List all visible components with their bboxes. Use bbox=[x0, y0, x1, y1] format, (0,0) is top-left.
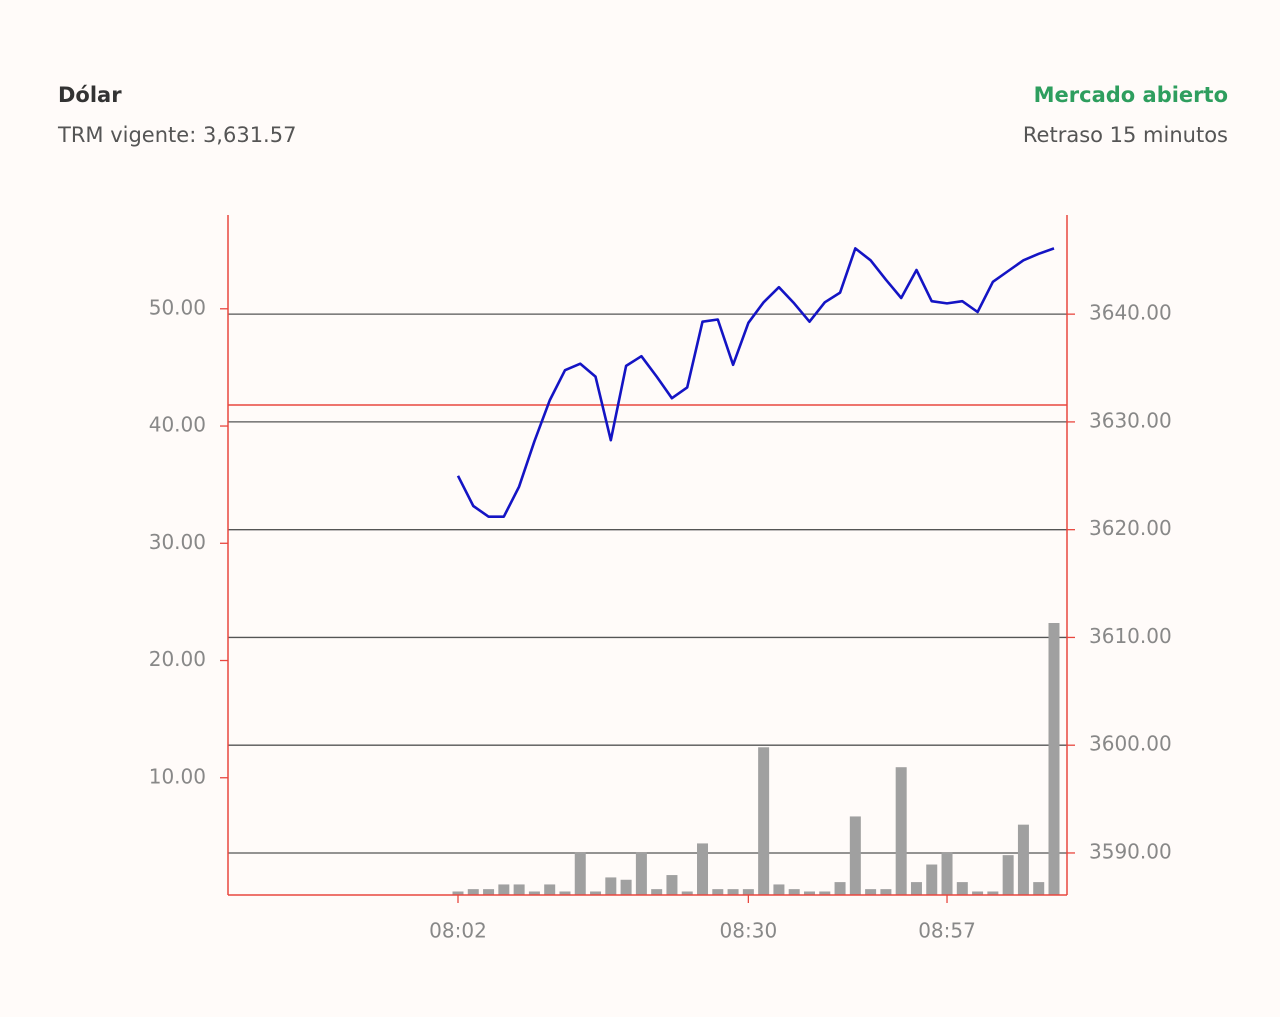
y2-tick-label: 3610.00 bbox=[1089, 624, 1172, 648]
y-tick-label: 50.00 bbox=[149, 295, 206, 319]
volume-bar bbox=[834, 882, 846, 895]
y2-tick-label: 3600.00 bbox=[1089, 732, 1172, 756]
volume-bar bbox=[697, 843, 709, 895]
volume-bar bbox=[895, 767, 907, 895]
title: Dólar bbox=[58, 83, 122, 107]
y-tick-label: 30.00 bbox=[149, 530, 206, 554]
volume-bar bbox=[1002, 855, 1014, 895]
volume-bar bbox=[620, 879, 632, 895]
volume-bar bbox=[483, 889, 495, 895]
volume-bar bbox=[972, 891, 984, 895]
x-tick-label: 08:02 bbox=[429, 919, 487, 943]
volume-bar bbox=[1017, 824, 1029, 895]
x-tick-label: 08:57 bbox=[918, 919, 976, 943]
volume-bar bbox=[513, 884, 525, 895]
volume-bar bbox=[987, 891, 999, 895]
volume-bar bbox=[651, 889, 663, 895]
y2-tick-label: 3640.00 bbox=[1089, 301, 1172, 325]
y2-tick-label: 3590.00 bbox=[1089, 839, 1172, 863]
volume-bar bbox=[926, 864, 938, 895]
volume-bar bbox=[1048, 623, 1060, 895]
y-tick-label: 40.00 bbox=[149, 413, 206, 437]
volume-bar bbox=[1033, 882, 1045, 895]
volume-bar bbox=[742, 889, 754, 895]
volume-bar bbox=[727, 889, 739, 895]
volume-bar bbox=[758, 747, 770, 895]
volume-bar bbox=[666, 875, 678, 895]
price-line bbox=[456, 247, 1055, 518]
volume-bar bbox=[467, 889, 479, 895]
volume-bar bbox=[544, 884, 556, 895]
volume-bar bbox=[605, 877, 617, 895]
volume-bar bbox=[528, 891, 540, 895]
volume-bar bbox=[865, 889, 877, 895]
volume-bar bbox=[819, 891, 831, 895]
delay-note: Retraso 15 minutos bbox=[1023, 123, 1228, 147]
volume-bar bbox=[941, 852, 953, 895]
volume-bar bbox=[452, 891, 464, 895]
y2-tick-label: 3620.00 bbox=[1089, 516, 1172, 540]
volume-bar bbox=[773, 884, 785, 895]
volume-bar bbox=[559, 891, 571, 895]
volume-bar bbox=[574, 852, 586, 895]
market-status: Mercado abierto bbox=[1034, 83, 1228, 107]
volume-bar bbox=[910, 882, 922, 895]
subtitle: TRM vigente: 3,631.57 bbox=[57, 123, 296, 147]
y-tick-label: 20.00 bbox=[149, 647, 206, 671]
y-tick-label: 10.00 bbox=[149, 764, 206, 788]
volume-bar bbox=[635, 852, 647, 895]
volume-bar bbox=[712, 889, 724, 895]
volume-bar bbox=[880, 889, 892, 895]
volume-bar bbox=[788, 889, 800, 895]
volume-bar bbox=[956, 882, 968, 895]
y2-tick-label: 3630.00 bbox=[1089, 408, 1172, 432]
volume-bar bbox=[498, 884, 510, 895]
x-tick-label: 08:30 bbox=[720, 919, 778, 943]
volume-bar bbox=[590, 891, 602, 895]
volume-bar bbox=[849, 816, 861, 895]
volume-bar bbox=[803, 891, 815, 895]
volume-bar bbox=[681, 891, 693, 895]
